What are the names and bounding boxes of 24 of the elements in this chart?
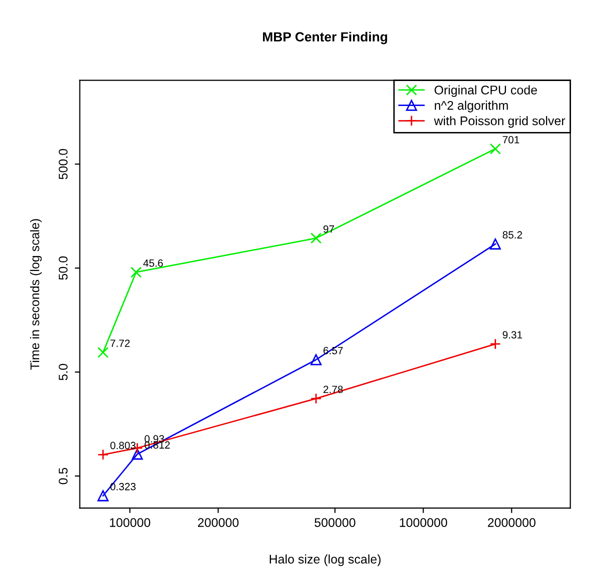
x-tick-label: 1000000	[400, 518, 448, 527]
y-axis-title: Time in seconds (log scale)	[30, 219, 42, 370]
data-label: 0.323	[110, 482, 136, 490]
data-label: 85.2	[502, 231, 522, 239]
legend-label: n^2 algorithm	[434, 100, 508, 112]
legend-label: Original CPU code	[434, 85, 537, 97]
x-tick-label: 100000	[110, 518, 150, 527]
chart-title: MBP Center Finding	[263, 32, 388, 44]
y-tick-label: 0.5	[58, 468, 68, 484]
data-label: 9.31	[502, 331, 522, 339]
y-tick-label: 5.0	[58, 364, 68, 380]
legend-label: with Poisson grid solver	[434, 116, 566, 128]
x-tick-label: 500000	[314, 518, 356, 527]
data-label: 45.6	[143, 259, 163, 267]
x-axis-title: Halo size (log scale)	[270, 554, 381, 566]
data-label: 0.803	[110, 442, 136, 450]
data-label: 701	[502, 136, 520, 144]
y-tick-label: 50.0	[58, 256, 68, 280]
data-label: 7.72	[110, 340, 130, 347]
x-tick-label: 200000	[198, 518, 239, 527]
y-tick-label: 500.0	[58, 148, 68, 180]
data-label: 2.78	[324, 386, 343, 394]
data-label: 97	[323, 225, 334, 233]
x-tick-label: 2000000	[488, 518, 536, 527]
